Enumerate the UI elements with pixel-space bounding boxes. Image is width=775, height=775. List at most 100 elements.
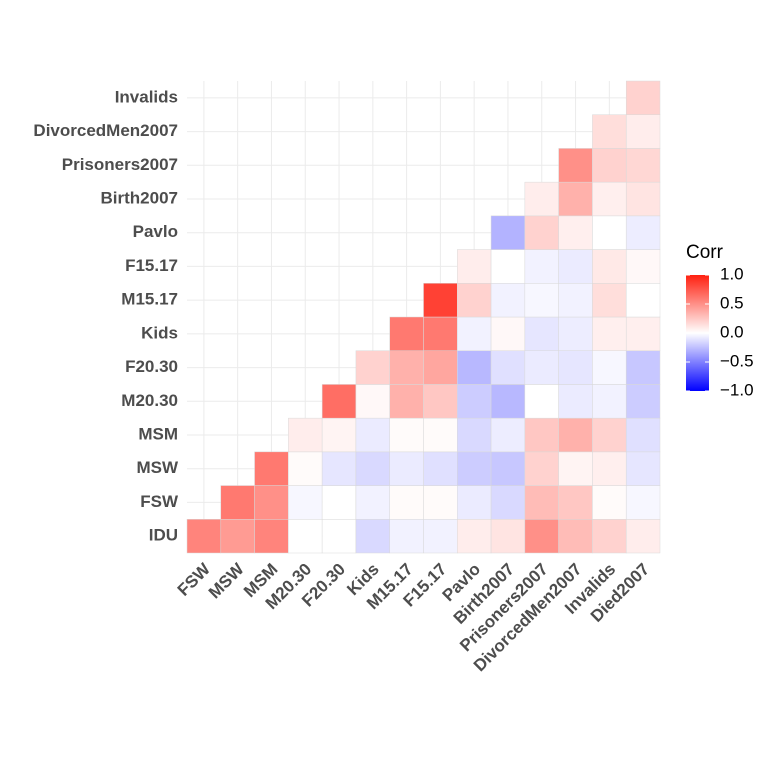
cell: [625, 519, 661, 554]
cell: [524, 249, 559, 284]
y-tick-label: Invalids: [115, 87, 178, 106]
cell: [490, 316, 526, 351]
legend-label: 0.0: [720, 322, 744, 341]
cell: [490, 519, 526, 554]
cell: [558, 249, 593, 284]
cell: [592, 148, 627, 183]
cell: [423, 417, 458, 453]
cell: [558, 519, 593, 554]
cell: [423, 384, 458, 419]
cell: [490, 350, 526, 385]
cell: [389, 519, 424, 554]
cell: [524, 215, 559, 250]
cell: [389, 451, 424, 486]
y-tick-label: IDU: [149, 526, 178, 545]
x-tick-label: MSW: [205, 559, 248, 602]
cell: [288, 417, 323, 453]
cell: [625, 181, 661, 217]
cell: [524, 519, 559, 554]
cell: [288, 485, 323, 520]
cell: [592, 114, 627, 149]
cell: [457, 384, 492, 419]
cell: [625, 316, 661, 351]
cell: [524, 417, 559, 453]
cell: [355, 350, 390, 385]
y-tick-label: DivorcedMen2007: [33, 121, 178, 140]
cell: [423, 519, 458, 554]
cell: [524, 485, 559, 520]
cell: [423, 451, 458, 486]
cell: [321, 384, 357, 419]
cell: [625, 451, 661, 486]
cell: [389, 384, 424, 419]
cell: [321, 519, 357, 554]
legend-label: −1.0: [720, 380, 754, 399]
cell: [423, 485, 458, 520]
cell: [625, 485, 661, 520]
cell: [457, 350, 492, 385]
cells: [186, 80, 661, 554]
cell: [490, 249, 526, 284]
y-tick-label: M20.30: [121, 391, 178, 410]
y-tick-label: MSW: [136, 458, 179, 477]
cell: [625, 148, 661, 183]
cell: [355, 485, 390, 520]
cell: [288, 519, 323, 554]
cell: [490, 384, 526, 419]
cell: [389, 417, 424, 453]
cell: [524, 350, 559, 385]
y-tick-label: M15.17: [121, 290, 178, 309]
cell: [592, 283, 627, 318]
legend-label: 0.5: [720, 293, 744, 312]
cell: [592, 316, 627, 351]
cell: [457, 316, 492, 351]
cell: [321, 417, 357, 453]
cell: [321, 485, 357, 520]
cell: [592, 249, 627, 284]
cell: [490, 417, 526, 453]
cell: [457, 519, 492, 554]
y-tick-label: Pavlo: [133, 222, 178, 241]
y-tick-label: Birth2007: [101, 188, 178, 207]
cell: [254, 519, 289, 554]
cell: [423, 283, 458, 318]
cell: [558, 283, 593, 318]
cell: [625, 384, 661, 419]
cell: [355, 384, 390, 419]
cell: [457, 417, 492, 453]
cell: [592, 384, 627, 419]
cell: [389, 316, 424, 351]
cell: [558, 451, 593, 486]
cell: [389, 350, 424, 385]
cell: [355, 519, 390, 554]
cell: [524, 283, 559, 318]
cell: [457, 249, 492, 284]
cell: [592, 215, 627, 250]
cell: [625, 80, 661, 115]
y-tick-label: Prisoners2007: [62, 155, 178, 174]
cell: [490, 485, 526, 520]
cell: [288, 451, 323, 486]
cell: [558, 215, 593, 250]
cell: [625, 350, 661, 385]
cell: [524, 181, 559, 217]
legend-label: 1.0: [720, 264, 744, 283]
cell: [524, 384, 559, 419]
cell: [592, 519, 627, 554]
cell: [457, 451, 492, 486]
cell: [355, 451, 390, 486]
y-tick-label: MSM: [138, 424, 178, 443]
cell: [558, 148, 593, 183]
cell: [558, 181, 593, 217]
cell: [592, 485, 627, 520]
cell: [558, 350, 593, 385]
cell: [389, 485, 424, 520]
cell: [490, 283, 526, 318]
cell: [321, 451, 357, 486]
cell: [625, 249, 661, 284]
cell: [220, 519, 255, 554]
cell: [625, 283, 661, 318]
cell: [254, 485, 289, 520]
cell: [490, 215, 526, 250]
